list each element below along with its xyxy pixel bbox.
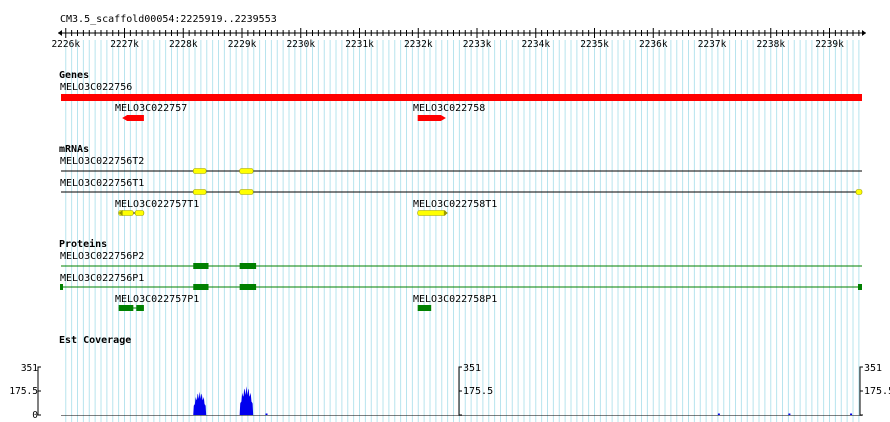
ruler-tick-label: 2227k (110, 39, 139, 50)
protein-label[interactable]: MELO3C022756P2 (60, 251, 145, 262)
mrna-exon (417, 210, 447, 216)
coverage-scale-min: 0 (32, 410, 38, 421)
feature-tracks (60, 94, 863, 311)
mrna-exon (192, 168, 207, 174)
protein-label[interactable]: MELO3C022758P1 (413, 294, 498, 305)
coverage-noise (265, 413, 268, 415)
coverage-scale-bracket (37, 366, 41, 416)
mrnas-track-title: mRNAs (59, 144, 90, 155)
region-label: CM3.5_scaffold00054:2225919..2239553 (60, 14, 277, 25)
ruler-tick-label: 2237k (698, 39, 727, 50)
coverage-noise (850, 413, 853, 415)
ruler-tick-label: 2226k (51, 39, 80, 50)
protein-block (417, 305, 432, 311)
mrna-exon (192, 189, 207, 195)
gene-label[interactable]: MELO3C022756 (60, 82, 133, 93)
ruler-tick-label: 2231k (345, 39, 374, 50)
gene-bar (61, 94, 862, 101)
ruler-tick-label: 2236k (639, 39, 668, 50)
coverage-scale-bracket (859, 366, 863, 416)
ruler-tick-label: 2235k (580, 39, 609, 50)
coverage-scale-max: 351 (864, 363, 883, 374)
gene-arrow (417, 115, 446, 121)
mrna-label[interactable]: MELO3C022757T1 (115, 199, 200, 210)
protein-label[interactable]: MELO3C022757P1 (115, 294, 200, 305)
grid-lines (65, 40, 860, 422)
proteins-track-title: Proteins (59, 239, 108, 250)
ruler-right-arrow-icon (862, 30, 866, 36)
mrna-exon (855, 189, 863, 195)
mrna-label[interactable]: MELO3C022756T1 (60, 178, 145, 189)
mrna-strand-arrow-icon (443, 210, 448, 216)
mrna-label[interactable]: MELO3C022756T2 (60, 156, 145, 167)
est-coverage-plot (37, 366, 863, 416)
coverage-noise (717, 413, 720, 415)
ruler-tick-label: 2233k (463, 39, 492, 50)
ruler-tick-label: 2232k (404, 39, 433, 50)
protein-block (239, 263, 257, 269)
protein-block (239, 284, 257, 290)
ruler-tick-label: 2239k (815, 39, 844, 50)
coverage-peak (239, 386, 254, 415)
coverage-scale-bracket (458, 366, 462, 416)
coverage-scale-max: 351 (463, 363, 482, 374)
ruler-tick-label: 2234k (521, 39, 550, 50)
ruler-left-arrow-icon (58, 30, 62, 36)
coverage-scale-mid: 175.5 (463, 386, 494, 397)
mrna-exon (239, 189, 254, 195)
mrna-exon (239, 168, 254, 174)
mrna-strand-arrow-icon (118, 210, 123, 216)
ruler-tick-label: 2229k (228, 39, 257, 50)
est-coverage-track-title: Est Coverage (59, 335, 132, 346)
ruler-tick-label: 2238k (756, 39, 785, 50)
mrna-label[interactable]: MELO3C022758T1 (413, 199, 498, 210)
coverage-scale-max: 351 (20, 363, 38, 374)
protein-block (136, 305, 144, 311)
coverage-noise (788, 413, 791, 415)
protein-block (60, 284, 63, 290)
protein-block (193, 284, 209, 290)
mrna-exon (134, 210, 145, 216)
ruler: 2226k 2227k 2228k 2229k 2230k 2231k 2232k 2233k… (51, 28, 866, 50)
gene-label[interactable]: MELO3C022757 (115, 103, 188, 114)
coverage-scale-mid: 175.5 (864, 386, 890, 397)
ruler-tick-label: 2230k (286, 39, 315, 50)
coverage-scale-mid: 175.5 (9, 386, 38, 397)
protein-block (858, 284, 862, 290)
gene-arrow (122, 115, 144, 121)
coverage-peak (193, 391, 207, 415)
gene-label[interactable]: MELO3C022758 (413, 103, 486, 114)
protein-block (118, 305, 134, 311)
protein-label[interactable]: MELO3C022756P1 (60, 273, 145, 284)
ruler-tick-label: 2228k (169, 39, 198, 50)
genes-track-title: Genes (59, 70, 90, 81)
protein-block (193, 263, 209, 269)
